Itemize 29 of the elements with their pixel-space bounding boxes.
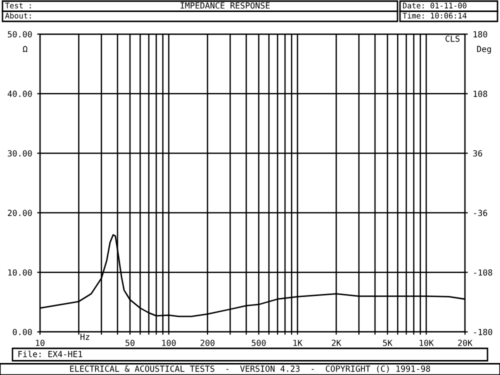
y2-axis-title: Deg	[477, 46, 491, 54]
annotation: CLS	[446, 36, 460, 42]
y2-tick-label: 108	[474, 90, 488, 97]
y-tick-label: 30.00	[8, 150, 32, 157]
y2-tick-label: -180	[474, 328, 492, 336]
x-tick-label: 50	[126, 340, 134, 346]
y-tick-label: 20.00	[8, 210, 32, 216]
x-tick-label: 200	[200, 340, 214, 346]
text: ELECTRICAL & ACOUSTICAL TESTS - VERSION 4.23 - COPYRIGHT (C) 1991-98	[70, 365, 430, 373]
x-tick-label: 20K	[458, 340, 472, 346]
y-tick-label: 10.00	[8, 269, 32, 276]
y2-tick-label: -36	[474, 210, 488, 216]
y2-tick-label: -108	[474, 269, 492, 276]
x-tick-label: 10	[36, 340, 44, 346]
text: File: EX4-HE1	[18, 350, 82, 358]
y-tick-label: 50.00	[8, 31, 32, 38]
y-tick-label: 40.00	[8, 90, 32, 97]
x-tick-label: 500	[252, 340, 266, 346]
y2-tick-label: 36	[473, 150, 482, 157]
x-tick-label: 2K	[332, 340, 342, 346]
x-tick-label: 5K	[383, 340, 392, 346]
y2-tick-label: 180	[474, 31, 488, 38]
y-axis-title: Ω	[22, 46, 28, 52]
y-tick-label: 0.00	[12, 328, 32, 336]
x-tick-label: 100	[162, 340, 176, 346]
text: Hz	[80, 334, 90, 340]
x-tick-label: 1K	[293, 340, 302, 346]
x-tick-label: 10K	[420, 340, 434, 346]
chart-title: IMPEDANCE RESPONSE	[180, 2, 270, 9]
